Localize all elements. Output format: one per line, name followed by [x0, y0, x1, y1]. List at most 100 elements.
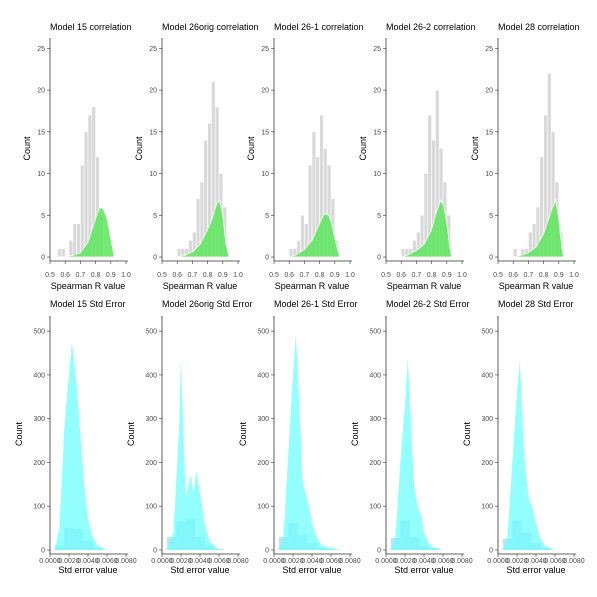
panel-title: Model 26-1 correlation — [274, 22, 364, 32]
x-tick-label: 0.0080 — [339, 558, 361, 565]
y-tick-label: 10 — [261, 171, 269, 178]
x-tick-label: 0.0080 — [115, 558, 137, 565]
density-area — [390, 357, 443, 550]
x-axis-label: Spearman R value — [51, 281, 126, 291]
x-tick-label: 0.5 — [269, 272, 279, 279]
x-tick-label: 0.0000 — [487, 558, 509, 565]
y-tick-label: 15 — [261, 129, 269, 136]
x-tick-label: 0.9 — [442, 272, 452, 279]
panel-4: Model 26-2 correlation 0 5 10 15 20 25 0.5 0.6 0.… — [358, 22, 476, 291]
x-tick-label: 0.5 — [157, 272, 167, 279]
y-tick-label: 200 — [481, 460, 493, 467]
x-tick-label: 0.5 — [381, 272, 391, 279]
y-tick-label: 300 — [145, 416, 157, 423]
y-tick-label: 300 — [481, 416, 493, 423]
y-tick-label: 100 — [145, 504, 157, 511]
panel-10: Model 28 Std Error 0 100 200 300 400 500 0.0000… — [462, 299, 585, 575]
y-tick-label: 25 — [485, 46, 493, 53]
y-tick-label: 20 — [37, 88, 45, 95]
panel-6: Model 15 Std Error 0 100 200 300 400 500 0.0000… — [14, 299, 137, 575]
y-tick-label: 500 — [481, 329, 493, 336]
y-axis-label: Count — [238, 422, 248, 447]
y-tick-label: 0 — [265, 548, 269, 555]
x-tick-label: 0.6 — [396, 272, 406, 279]
panel-3: Model 26-1 correlation 0 5 10 15 20 25 0.5 0.6 0.… — [246, 22, 364, 291]
x-tick-label: 1.0 — [569, 272, 579, 279]
y-tick-label: 10 — [373, 171, 381, 178]
y-tick-label: 5 — [489, 213, 493, 220]
y-tick-label: 0 — [377, 548, 381, 555]
y-tick-label: 200 — [257, 460, 269, 467]
panel-title: Model 26orig Std Error — [162, 299, 253, 309]
x-tick-label: 0.0020 — [282, 558, 304, 565]
y-axis-label: Count — [22, 136, 32, 161]
x-tick-label: 0.0020 — [394, 558, 416, 565]
histogram-bar — [176, 248, 182, 258]
x-axis-label: Std error value — [170, 565, 229, 575]
x-tick-label: 0.0000 — [263, 558, 285, 565]
x-tick-label: 0.0000 — [151, 558, 173, 565]
density-area — [54, 342, 107, 550]
y-tick-label: 500 — [33, 329, 45, 336]
x-tick-label: 0.9 — [554, 272, 564, 279]
x-axis-label: Std error value — [394, 565, 453, 575]
density-area — [177, 199, 230, 258]
density-area — [289, 213, 340, 258]
y-tick-label: 300 — [369, 416, 381, 423]
y-tick-label: 15 — [485, 129, 493, 136]
x-axis-label: Std error value — [282, 565, 341, 575]
y-tick-label: 400 — [145, 372, 157, 379]
y-tick-label: 500 — [257, 329, 269, 336]
y-axis-label: Count — [358, 136, 368, 161]
y-tick-label: 500 — [369, 329, 381, 336]
y-tick-label: 100 — [481, 504, 493, 511]
x-tick-label: 0.0080 — [451, 558, 473, 565]
y-tick-label: 5 — [265, 213, 269, 220]
x-tick-label: 1.0 — [345, 272, 355, 279]
panel-5: Model 28 correlation 0 5 10 15 20 25 0.5 0.6 0.7 0… — [470, 22, 580, 291]
histogram-bar — [76, 223, 81, 258]
x-tick-label: 0.7 — [524, 272, 534, 279]
panel-title: Model 26-2 Std Error — [386, 299, 470, 309]
x-tick-label: 0.0040 — [77, 558, 99, 565]
y-axis-label: Count — [350, 422, 360, 447]
histogram-bar — [68, 240, 74, 258]
y-tick-label: 0 — [153, 548, 157, 555]
y-tick-label: 20 — [149, 88, 157, 95]
x-tick-label: 0.0060 — [432, 558, 454, 565]
x-tick-label: 0.5 — [45, 272, 55, 279]
x-tick-label: 0.0020 — [170, 558, 192, 565]
x-tick-label: 0.6 — [172, 272, 182, 279]
y-tick-label: 25 — [37, 46, 45, 53]
panel-title: Model 26-2 correlation — [386, 22, 476, 32]
y-axis-label: Count — [246, 136, 256, 161]
x-tick-label: 0.0020 — [506, 558, 528, 565]
density-area — [166, 357, 219, 550]
x-tick-label: 0.0040 — [413, 558, 435, 565]
x-tick-label: 0.7 — [188, 272, 198, 279]
y-tick-label: 0 — [153, 255, 157, 262]
y-axis-label: Count — [14, 422, 24, 447]
y-tick-label: 20 — [485, 88, 493, 95]
x-axis-label: Spearman R value — [499, 281, 574, 291]
y-tick-label: 0 — [489, 548, 493, 555]
x-tick-label: 0.7 — [300, 272, 310, 279]
y-tick-label: 0 — [41, 255, 45, 262]
y-tick-label: 15 — [149, 129, 157, 136]
panel-9: Model 26-2 Std Error 0 100 200 300 400 500 0.00… — [350, 299, 473, 575]
x-tick-label: 0.0000 — [39, 558, 61, 565]
x-tick-label: 0.8 — [539, 272, 549, 279]
x-tick-label: 0.0080 — [227, 558, 249, 565]
panel-title: Model 15 Std Error — [50, 299, 126, 309]
x-tick-label: 0.8 — [203, 272, 213, 279]
y-tick-label: 20 — [373, 88, 381, 95]
x-tick-label: 0.0060 — [320, 558, 342, 565]
y-axis-label: Count — [126, 422, 136, 447]
y-tick-label: 300 — [33, 416, 45, 423]
y-tick-label: 0 — [41, 548, 45, 555]
x-tick-label: 0.7 — [76, 272, 86, 279]
x-tick-label: 0.0040 — [301, 558, 323, 565]
panel-1: Model 15 correlation 0 5 10 15 20 25 0.5 0.6 0.7 0… — [22, 22, 132, 291]
y-tick-label: 10 — [149, 171, 157, 178]
x-tick-label: 0.0040 — [189, 558, 211, 565]
